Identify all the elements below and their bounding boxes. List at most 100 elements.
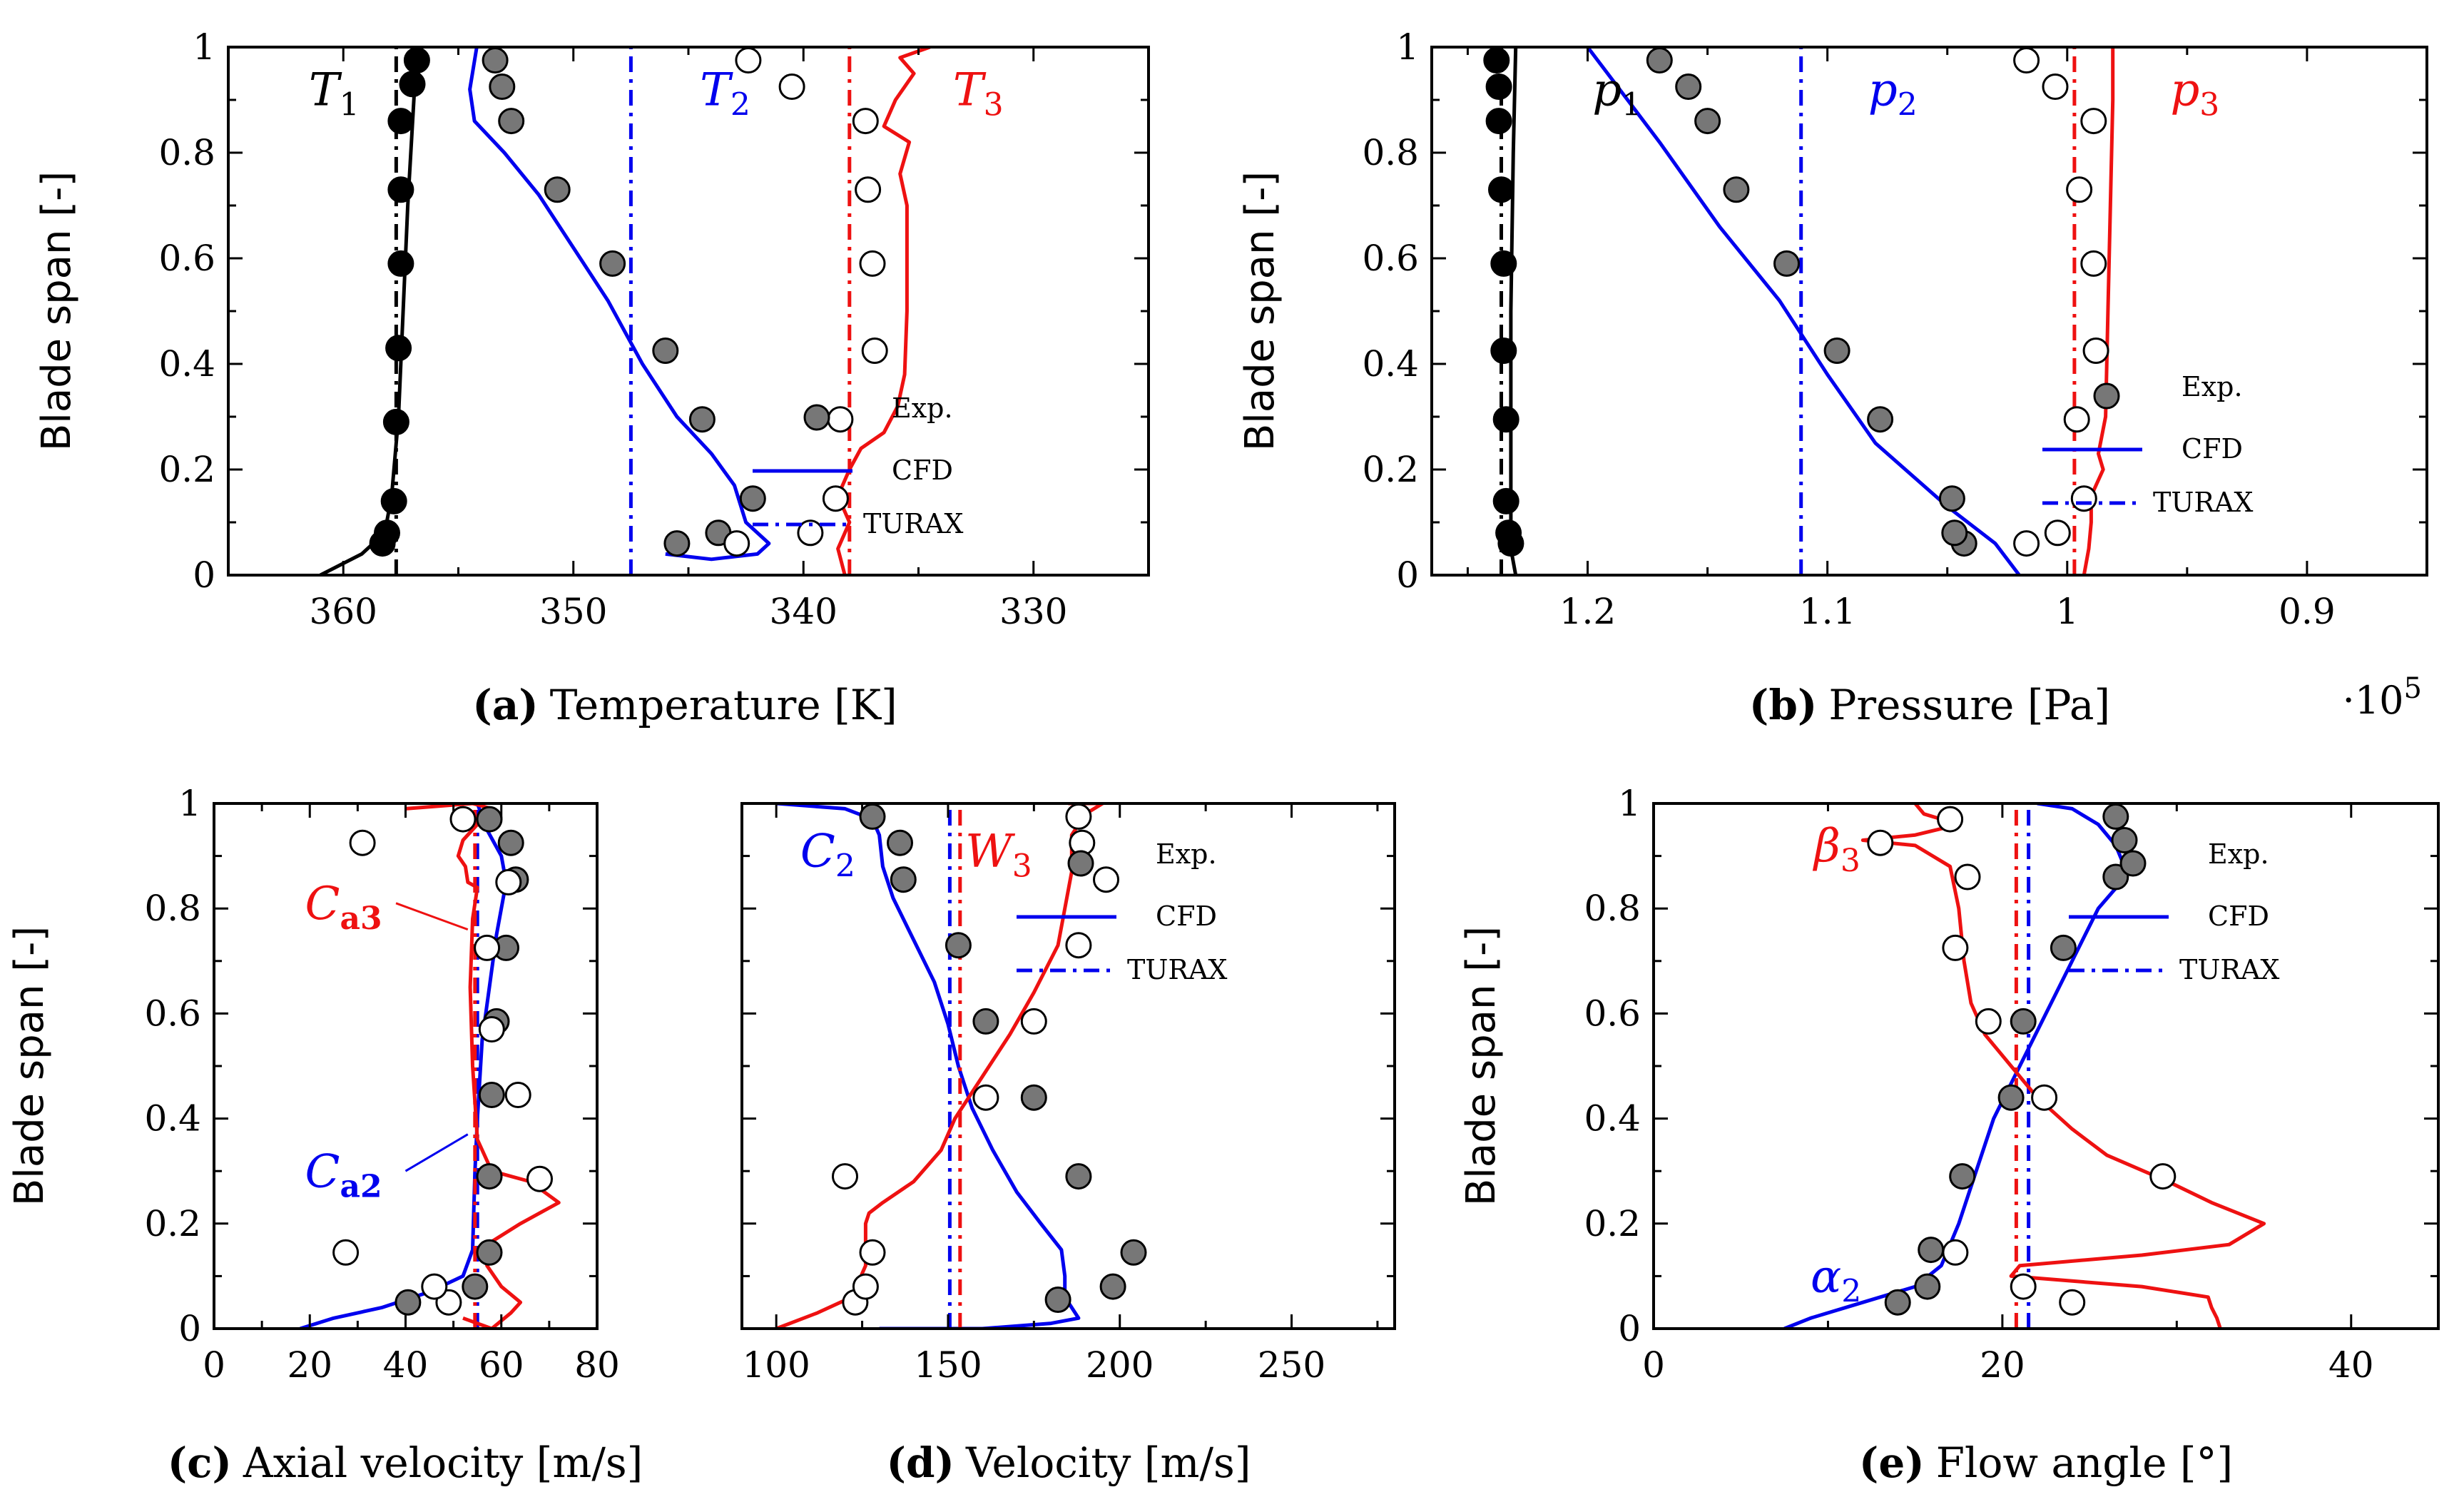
marker-b-open-6: [2066, 176, 2093, 203]
ytick-label-e-1: 0.2: [1584, 1203, 1641, 1244]
plot-area-e: [1783, 803, 2266, 1329]
marker-d-open-9: [1065, 803, 1092, 830]
annotation-sub: 2: [730, 86, 750, 123]
ytick-label-a-0: 0: [193, 554, 215, 596]
marker-a-gray-2: [739, 485, 766, 512]
caption-d: (d) Velocity [m/s]: [887, 1439, 1251, 1487]
marker-d-gray-3: [1065, 1163, 1092, 1190]
marker-c-open-1: [421, 1273, 448, 1300]
marker-c-open-7: [495, 868, 522, 895]
marker-a-open-7: [852, 108, 879, 135]
marker-d-gray-2: [1120, 1239, 1147, 1266]
marker-e-open-8: [1867, 829, 1894, 856]
marker-c-open-3: [526, 1165, 553, 1192]
annotation-sub: 3: [2199, 86, 2219, 123]
markers-e: [1867, 803, 2177, 1316]
x-multiplier-base: ·10: [2343, 678, 2404, 723]
legend-exp-marker: [2093, 382, 2120, 410]
marker-e-open-4: [2031, 1084, 2058, 1111]
legend-turax-label: TURAX: [1127, 954, 1227, 985]
ytick-label-b-3: 0.6: [1362, 238, 1419, 279]
marker-e-gray-9: [2102, 803, 2129, 830]
marker-b-open-7: [2080, 108, 2107, 135]
annotation-d-0: C2: [800, 825, 855, 884]
marker-d-gray-7: [890, 866, 917, 893]
marker-b-gray-2: [1938, 485, 1965, 512]
marker-e-gray-2: [1918, 1237, 1945, 1264]
marker-e-gray-3: [1949, 1163, 1976, 1190]
xtick-label-e-2: 40: [2328, 1344, 2374, 1386]
annotation-main: W: [965, 825, 1016, 878]
marker-e-gray-7: [2102, 863, 2129, 891]
caption-text-d: Velocity [m/s]: [965, 1439, 1251, 1487]
annotation-main: C: [305, 878, 340, 930]
panel-d: 100 150 200 250 (d) Velocity [m/s] C2 W3 Exp. CFD…: [740, 802, 1396, 1487]
marker-b-open-2: [2070, 485, 2097, 512]
annotation-leader-c-1: [404, 1133, 469, 1172]
marker-d-open-6: [1065, 932, 1092, 959]
ytick-label-b-4: 0.8: [1362, 132, 1419, 173]
ytick-label-e-0: 0: [1618, 1308, 1641, 1349]
ytick-label-a-4: 0.8: [158, 132, 215, 173]
marker-e-open-6: [1942, 934, 1969, 961]
marker-b-filled-4: [1490, 338, 1517, 364]
axes-frame-c: [213, 802, 599, 1330]
marker-a-filled-3: [382, 408, 409, 435]
axes-frame-e: [1652, 802, 2440, 1330]
legend-cfd-label: CFD: [2208, 900, 2269, 932]
marker-c-gray-8: [497, 829, 524, 856]
ytick-label-b-0: 0: [1396, 554, 1419, 596]
marker-b-open-4: [2082, 338, 2109, 364]
legend-d: Exp. CFD TURAX: [1017, 838, 1227, 985]
legend-cfd-label: CFD: [892, 455, 953, 486]
annotation-sub: 2: [1898, 86, 1918, 123]
xtick-label-b-3: 0.9: [2279, 591, 2336, 632]
annotation-sub: a2: [340, 1168, 382, 1204]
xtick-label-c-1: 20: [287, 1344, 332, 1386]
annotation-leader-c-0: [395, 902, 469, 931]
marker-b-open-1: [2044, 519, 2071, 547]
marker-a-filled-4: [385, 335, 412, 362]
marker-a-filled-9: [403, 47, 430, 73]
xtick-label-c-3: 60: [479, 1344, 524, 1386]
axes-frame-b: [1430, 46, 2428, 577]
xtick-label-d-2: 200: [1086, 1344, 1154, 1386]
markers-c: [332, 806, 553, 1316]
marker-a-open-9: [735, 47, 762, 73]
legend-exp-label: Exp.: [2208, 838, 2269, 870]
marker-a-filled-5: [387, 250, 414, 277]
legend-a: Exp. CFD TURAX: [753, 392, 963, 539]
marker-a-filled-1: [374, 519, 400, 547]
annotation-main: p: [1592, 64, 1622, 116]
marker-a-filled-2: [380, 487, 407, 514]
series-a-7-line: [836, 47, 931, 575]
xtick-label-d-3: 250: [1258, 1344, 1325, 1386]
marker-d-gray-6: [945, 932, 972, 959]
annotation-sub: 3: [984, 86, 1004, 123]
marker-c-open-4: [504, 1082, 531, 1108]
marker-e-open-0: [2059, 1289, 2086, 1316]
annotation-d-1: W3: [965, 825, 1032, 884]
annotation-a-0: T1: [309, 64, 360, 123]
marker-c-gray-2: [476, 1239, 503, 1266]
marker-d-open-4: [972, 1084, 999, 1111]
xtick-label-a-3: 330: [999, 591, 1067, 632]
annotation-b-2: p3: [2170, 64, 2219, 123]
caption-text-a: Temperature [K]: [550, 681, 897, 729]
marker-a-gray-5: [599, 250, 626, 277]
marker-a-gray-8: [489, 73, 516, 100]
markers-d: [832, 803, 1147, 1316]
annotation-main: β: [1813, 820, 1841, 873]
marker-e-open-3: [2149, 1163, 2177, 1190]
ytick-label-c-1: 0.2: [144, 1203, 201, 1244]
marker-d-gray-8: [887, 829, 913, 856]
marker-b-filled-3: [1492, 406, 1519, 433]
marker-a-filled-6: [387, 176, 414, 203]
marker-a-gray-4: [652, 338, 679, 364]
ytick-label-e-4: 0.8: [1584, 888, 1641, 929]
ylabel-a: Blade span [-]: [34, 171, 80, 451]
annotation-b-0: p1: [1592, 64, 1641, 123]
marker-c-gray-3: [476, 1163, 503, 1190]
annotation-main: T: [953, 64, 987, 116]
ytick-label-c-5: 1: [178, 783, 201, 824]
